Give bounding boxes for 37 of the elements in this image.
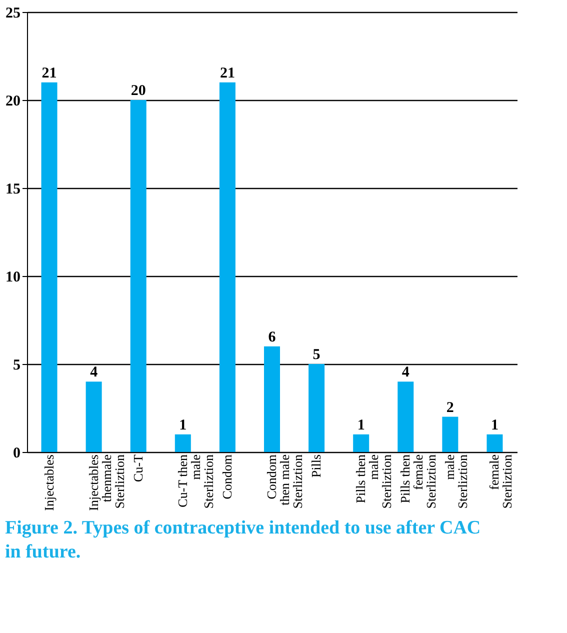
y-tick-label: 15 [6,182,20,198]
data-label: 1 [179,417,187,434]
data-label: 1 [357,417,365,434]
x-tick-label: Pills [308,454,324,478]
bar [130,100,146,452]
data-label: 21 [220,65,235,82]
data-label: 4 [402,364,410,381]
x-tick-label: Injectables [41,454,56,511]
x-tick-label: Injectables thenmale Sterliztion [86,454,127,511]
bar [41,82,58,452]
y-tick-label: 10 [6,270,20,286]
bar [398,382,414,452]
data-label: 20 [130,83,146,99]
data-label: 4 [90,364,98,381]
y-tick-label: 25 [6,6,20,22]
bar [353,434,370,452]
bar [174,434,191,452]
data-label: 21 [42,65,57,82]
x-tick-label: Cu-T then male Sterliztion [174,454,216,509]
x-tick-label: Condom [219,454,234,500]
x-tick-label: Pills then male Sterliztion [353,454,394,509]
data-label: 6 [268,329,276,346]
bar [86,382,102,452]
bar [442,416,458,452]
bar [486,434,503,452]
data-label: 1 [490,417,498,434]
bar [308,364,325,452]
y-tick-label: 0 [13,446,20,462]
bar [264,346,280,452]
x-tick-label: Cu-T [130,454,146,482]
data-label: 5 [312,347,320,363]
y-tick-label: 20 [6,94,20,110]
text: Figure 2. Types of contraceptive intended to use after CAC in future. [5,517,481,562]
x-tick-label: Condom then male Sterliztion [264,454,305,509]
bar [219,82,236,452]
y-tick-label: 5 [13,358,20,374]
data-label: 2 [446,400,454,416]
